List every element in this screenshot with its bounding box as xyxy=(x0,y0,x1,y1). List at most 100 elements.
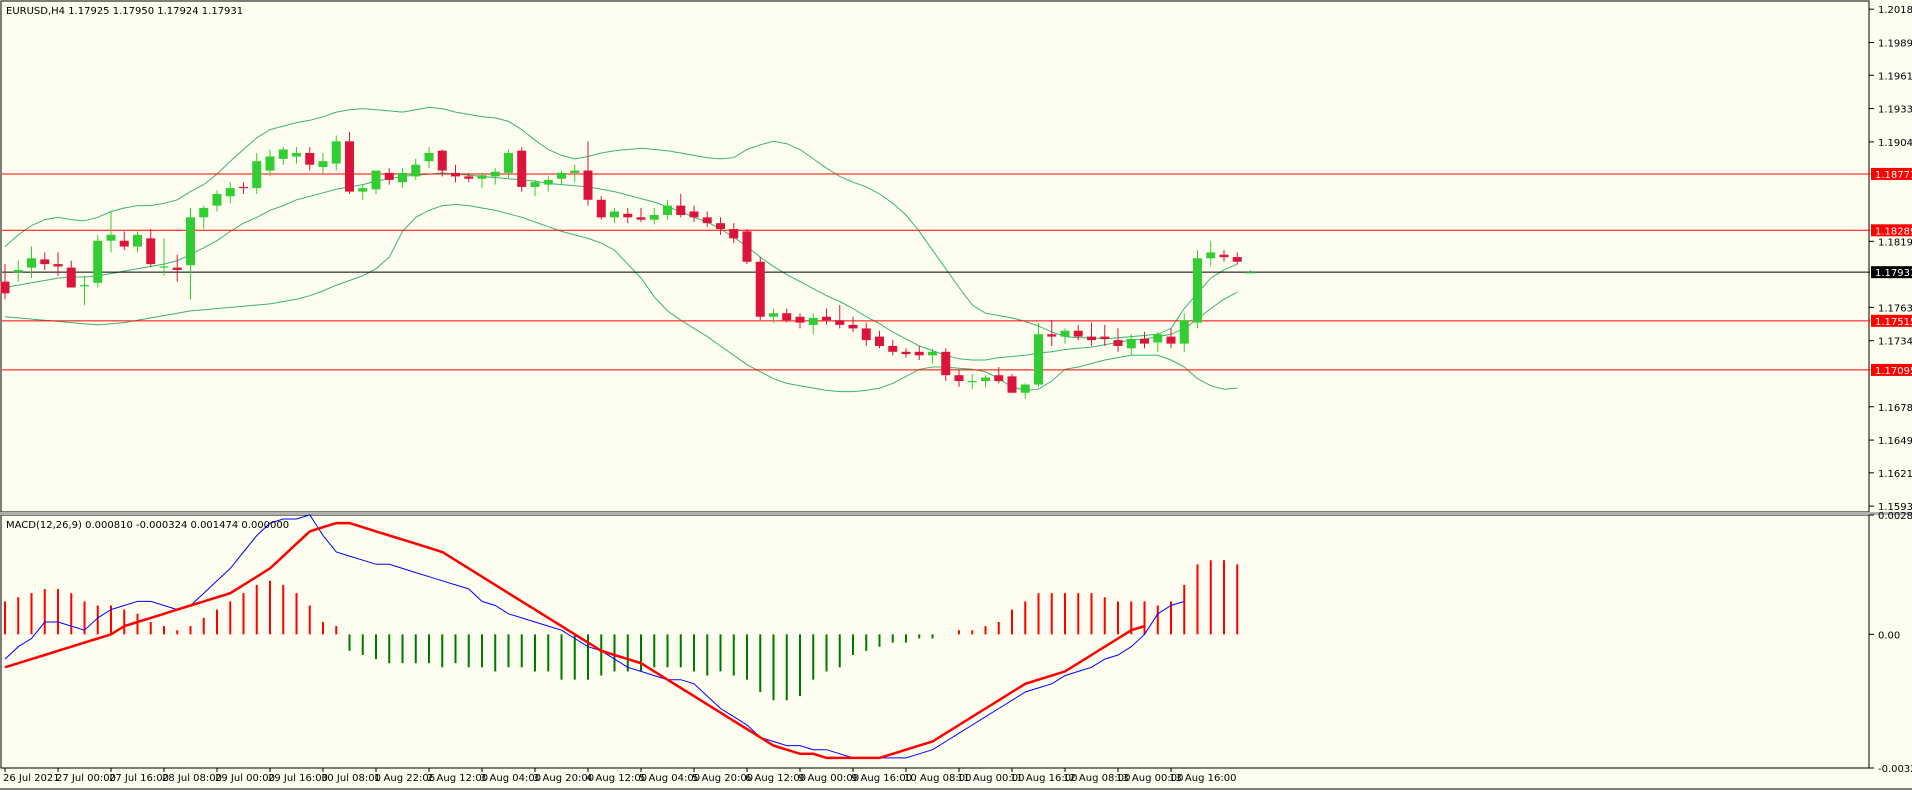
candle[interactable] xyxy=(1179,313,1189,352)
candle[interactable] xyxy=(570,164,580,183)
candle[interactable] xyxy=(437,149,447,177)
candle[interactable] xyxy=(1060,328,1070,344)
candle[interactable] xyxy=(371,170,381,194)
candle[interactable] xyxy=(477,172,487,189)
candle[interactable] xyxy=(172,254,182,282)
candle[interactable] xyxy=(199,205,209,230)
candle[interactable] xyxy=(1193,250,1202,329)
candle[interactable] xyxy=(808,313,818,335)
candle[interactable] xyxy=(994,367,1004,384)
candle[interactable] xyxy=(914,345,924,360)
candle[interactable] xyxy=(941,348,951,382)
candle[interactable] xyxy=(358,184,368,200)
candle[interactable] xyxy=(1219,250,1229,262)
candle[interactable] xyxy=(305,147,315,171)
candle[interactable] xyxy=(623,207,633,224)
candle[interactable] xyxy=(967,374,977,390)
candle[interactable] xyxy=(53,252,63,276)
candle[interactable] xyxy=(795,313,805,329)
price-pane[interactable] xyxy=(0,106,1871,399)
candle[interactable] xyxy=(1113,328,1123,352)
candle[interactable] xyxy=(610,207,619,224)
candle[interactable] xyxy=(225,182,235,204)
candle[interactable] xyxy=(928,348,937,364)
candle[interactable] xyxy=(27,246,36,279)
macd-pane[interactable] xyxy=(4,514,1239,760)
candle[interactable] xyxy=(1232,252,1242,265)
candle[interactable] xyxy=(543,176,553,192)
candle[interactable] xyxy=(530,179,540,197)
candle[interactable] xyxy=(278,147,288,165)
candle[interactable] xyxy=(676,193,686,218)
candle[interactable] xyxy=(1087,322,1096,346)
candle[interactable] xyxy=(1246,269,1255,274)
candle[interactable] xyxy=(133,231,142,253)
candle[interactable] xyxy=(782,308,792,323)
candle[interactable] xyxy=(1100,324,1110,346)
candle[interactable] xyxy=(345,131,354,194)
candle[interactable] xyxy=(1206,240,1216,267)
candle[interactable] xyxy=(1126,334,1136,356)
candle[interactable] xyxy=(861,322,871,346)
candle[interactable] xyxy=(80,275,89,306)
candle[interactable] xyxy=(239,182,248,194)
candle[interactable] xyxy=(146,229,156,267)
candle[interactable] xyxy=(742,229,752,265)
pane-separator[interactable] xyxy=(0,512,1912,515)
candle[interactable] xyxy=(716,217,725,235)
candle[interactable] xyxy=(689,205,699,223)
candle[interactable] xyxy=(1047,320,1057,346)
candle[interactable] xyxy=(398,168,407,189)
candle[interactable] xyxy=(583,141,593,206)
candle-body xyxy=(1126,338,1136,349)
candle[interactable] xyxy=(424,147,434,169)
candle[interactable] xyxy=(66,260,76,288)
candle[interactable] xyxy=(848,316,858,332)
candle[interactable] xyxy=(464,172,474,183)
candle[interactable] xyxy=(490,168,500,185)
candle[interactable] xyxy=(517,147,527,192)
candle[interactable] xyxy=(1034,322,1043,387)
candle[interactable] xyxy=(663,199,672,220)
candle[interactable] xyxy=(755,257,765,321)
candle[interactable] xyxy=(822,308,831,325)
candle[interactable] xyxy=(888,340,898,356)
candle[interactable] xyxy=(1020,383,1030,399)
candle[interactable] xyxy=(1166,328,1176,349)
candle[interactable] xyxy=(384,168,394,185)
candle[interactable] xyxy=(504,149,513,178)
candle[interactable] xyxy=(0,264,10,300)
candle[interactable] xyxy=(265,149,275,177)
candle[interactable] xyxy=(981,375,990,387)
candle[interactable] xyxy=(954,369,964,387)
candle[interactable] xyxy=(252,153,262,194)
candle[interactable] xyxy=(106,211,116,253)
candle[interactable] xyxy=(40,252,50,270)
candle[interactable] xyxy=(451,164,460,183)
candle[interactable] xyxy=(1007,374,1017,393)
candle[interactable] xyxy=(13,260,23,282)
candle[interactable] xyxy=(93,234,103,288)
candle[interactable] xyxy=(596,196,606,220)
candle[interactable] xyxy=(186,207,195,300)
candle[interactable] xyxy=(649,207,659,225)
candle[interactable] xyxy=(1153,331,1163,352)
candle[interactable] xyxy=(769,308,778,323)
candle[interactable] xyxy=(1140,331,1149,349)
candle[interactable] xyxy=(729,223,739,244)
candle[interactable] xyxy=(702,211,712,227)
candle[interactable] xyxy=(636,207,646,223)
candle[interactable] xyxy=(159,238,169,276)
candle[interactable] xyxy=(875,330,884,349)
candle[interactable] xyxy=(212,190,222,212)
candle[interactable] xyxy=(318,153,328,173)
candle[interactable] xyxy=(835,305,845,329)
candle[interactable] xyxy=(292,147,301,164)
candle[interactable] xyxy=(331,135,341,171)
candle[interactable] xyxy=(557,170,566,185)
candle[interactable] xyxy=(411,158,421,180)
candle[interactable] xyxy=(1073,324,1083,341)
candle[interactable] xyxy=(119,231,129,251)
candle[interactable] xyxy=(901,348,911,358)
